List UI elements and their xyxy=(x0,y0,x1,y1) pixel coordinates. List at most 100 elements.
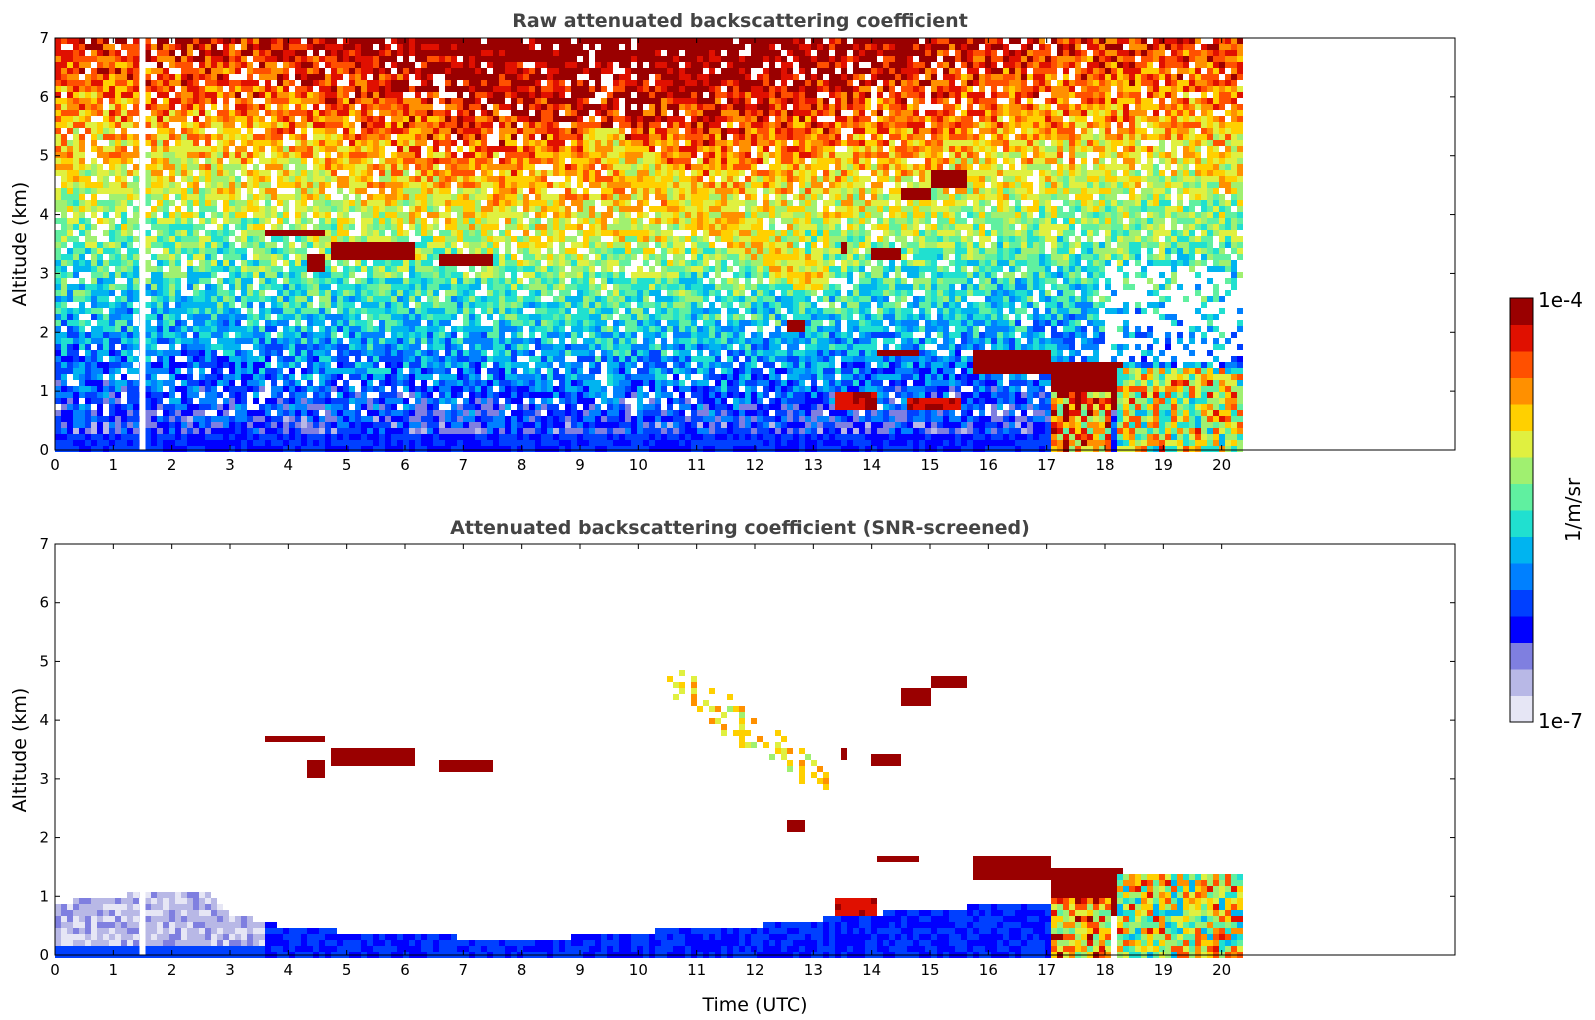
heatmap-cell xyxy=(433,314,439,320)
heatmap-cell xyxy=(247,188,253,194)
heatmap-cell xyxy=(409,158,415,164)
heatmap-cell xyxy=(259,218,265,224)
heatmap-cell xyxy=(313,50,319,56)
heatmap-cell xyxy=(289,116,295,122)
heatmap-cell xyxy=(433,404,439,410)
heatmap-cell xyxy=(295,146,301,152)
heatmap-cell xyxy=(487,380,493,386)
heatmap-cell xyxy=(511,278,517,284)
heatmap-cell xyxy=(301,212,307,218)
heatmap-cell xyxy=(511,146,517,152)
heatmap-cell xyxy=(451,374,457,380)
heatmap-cell xyxy=(229,404,235,410)
heatmap-cell xyxy=(79,110,85,116)
heatmap-cell xyxy=(439,428,445,434)
heatmap-cell xyxy=(211,284,217,290)
heatmap-cell xyxy=(415,368,421,374)
heatmap-cell xyxy=(499,350,505,356)
heatmap-cell xyxy=(415,104,421,110)
heatmap-cell xyxy=(517,164,523,170)
heatmap-cell xyxy=(361,422,367,428)
heatmap-cell xyxy=(133,176,139,182)
heatmap-cell xyxy=(349,338,355,344)
heatmap-cell xyxy=(199,356,205,362)
heatmap-cell xyxy=(541,362,547,368)
heatmap-cell xyxy=(235,236,241,242)
heatmap-cell xyxy=(343,416,349,422)
heatmap-cell xyxy=(355,398,361,404)
heatmap-cell xyxy=(427,38,433,44)
heatmap-cell xyxy=(283,212,289,218)
heatmap-cell xyxy=(421,134,427,140)
heatmap-cell xyxy=(61,368,67,374)
heatmap-cell xyxy=(301,344,307,350)
heatmap-cell xyxy=(217,140,223,146)
heatmap-cell xyxy=(193,242,199,248)
heatmap-cell xyxy=(295,218,301,224)
heatmap-cell xyxy=(259,182,265,188)
heatmap-cell xyxy=(307,296,313,302)
heatmap-cell xyxy=(163,320,169,326)
heatmap-cell xyxy=(367,176,373,182)
heatmap-cell xyxy=(343,422,349,428)
heatmap-cell xyxy=(193,146,199,152)
heatmap-cell xyxy=(67,146,73,152)
heatmap-cell xyxy=(469,182,475,188)
heatmap-cell xyxy=(445,218,451,224)
heatmap-cell xyxy=(169,392,175,398)
heatmap-cell xyxy=(103,152,109,158)
heatmap-cell xyxy=(325,140,331,146)
heatmap-cell xyxy=(79,164,85,170)
heatmap-cell xyxy=(373,422,379,428)
heatmap-cell xyxy=(451,428,457,434)
heatmap-cell xyxy=(469,212,475,218)
heatmap-cell xyxy=(337,50,343,56)
heatmap-cell xyxy=(355,410,361,416)
heatmap-cell xyxy=(265,266,271,272)
heatmap-cell xyxy=(421,254,427,260)
heatmap-cell xyxy=(535,56,541,62)
heatmap-cell xyxy=(277,440,283,446)
heatmap-cell xyxy=(55,104,61,110)
heatmap-cell xyxy=(481,74,487,80)
heatmap-cell xyxy=(373,152,379,158)
heatmap-cell xyxy=(235,386,241,392)
heatmap-cell xyxy=(403,254,409,260)
heatmap-cell xyxy=(427,176,433,182)
heatmap-cell xyxy=(385,434,391,440)
heatmap-cell xyxy=(475,410,481,416)
heatmap-cell xyxy=(343,248,349,254)
heatmap-cell xyxy=(397,188,403,194)
heatmap-cell xyxy=(103,314,109,320)
heatmap-cell xyxy=(133,212,139,218)
heatmap-cell xyxy=(523,416,529,422)
heatmap-cell xyxy=(85,56,91,62)
heatmap-cell xyxy=(325,248,331,254)
heatmap-cell xyxy=(313,110,319,116)
heatmap-cell xyxy=(109,284,115,290)
heatmap-cell xyxy=(121,236,127,242)
heatmap-cell xyxy=(109,188,115,194)
heatmap-cell xyxy=(271,326,277,332)
heatmap-cell xyxy=(175,116,181,122)
heatmap-cell xyxy=(241,164,247,170)
heatmap-cell xyxy=(517,218,523,224)
heatmap-cell xyxy=(253,86,259,92)
heatmap-cell xyxy=(427,242,433,248)
heatmap-cell xyxy=(349,344,355,350)
heatmap-cell xyxy=(469,440,475,446)
heatmap-cell xyxy=(145,170,151,176)
heatmap-cell xyxy=(421,38,427,44)
heatmap-cell xyxy=(211,92,217,98)
heatmap-cell xyxy=(259,272,265,278)
heatmap-cell xyxy=(187,170,193,176)
heatmap-cell xyxy=(253,368,259,374)
heatmap-cell xyxy=(211,56,217,62)
heatmap-cell xyxy=(259,356,265,362)
heatmap-cell xyxy=(181,362,187,368)
heatmap-cell xyxy=(169,398,175,404)
heatmap-cell xyxy=(145,86,151,92)
heatmap-cell xyxy=(529,128,535,134)
heatmap-cell xyxy=(85,188,91,194)
heatmap-cell xyxy=(205,218,211,224)
